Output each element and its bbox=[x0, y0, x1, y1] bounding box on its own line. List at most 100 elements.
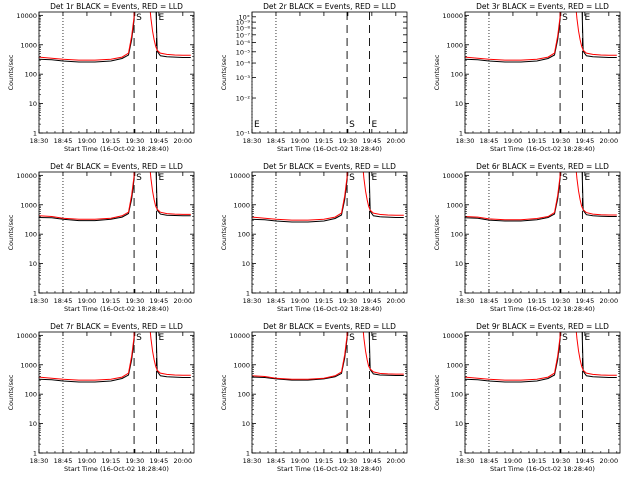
y-tick-label: 1 bbox=[33, 130, 37, 138]
x-tick-label: 20:00 bbox=[599, 457, 618, 465]
series-events bbox=[465, 332, 617, 383]
x-tick-label: 19:15 bbox=[102, 137, 121, 145]
interval-marker-e: E bbox=[371, 333, 377, 343]
interval-marker-s: S bbox=[349, 173, 355, 183]
interval-marker-e: E bbox=[584, 173, 590, 183]
x-tick-label: 19:00 bbox=[504, 297, 523, 305]
x-tick-label: 19:00 bbox=[291, 297, 310, 305]
x-tick-label: 19:15 bbox=[528, 297, 547, 305]
x-tick-label: 19:30 bbox=[339, 457, 358, 465]
x-tick-label: 19:30 bbox=[552, 137, 571, 145]
series-lld bbox=[465, 332, 617, 381]
x-tick-label: 19:45 bbox=[362, 457, 381, 465]
y-axis-label: Counts/sec bbox=[220, 54, 228, 90]
series-lld bbox=[465, 12, 617, 61]
series-events bbox=[465, 12, 617, 63]
series-lld bbox=[252, 172, 404, 221]
x-axis-label: Start Time (16-Oct-02 18:28:40) bbox=[64, 145, 169, 153]
plot-frame bbox=[464, 11, 621, 134]
plot-frame bbox=[38, 331, 195, 454]
plot-frame bbox=[251, 171, 408, 294]
y-tick-label: 10 bbox=[29, 420, 37, 428]
x-tick-label: 18:30 bbox=[243, 137, 262, 145]
x-tick-label: 19:00 bbox=[291, 137, 310, 145]
series-lld bbox=[39, 332, 191, 381]
x-axis-label: Start Time (16-Oct-02 18:28:40) bbox=[64, 305, 169, 313]
y-tick-label: 10 bbox=[29, 260, 37, 268]
y-tick-label: 100 bbox=[451, 231, 463, 239]
y-tick-label: 10 bbox=[455, 420, 463, 428]
plot-frame bbox=[464, 171, 621, 294]
x-axis-label: Start Time (16-Oct-02 18:28:40) bbox=[490, 145, 595, 153]
y-tick-label: 10⁻⁵ bbox=[236, 48, 251, 56]
y-tick-label: 1 bbox=[459, 130, 463, 138]
x-tick-label: 19:15 bbox=[528, 457, 547, 465]
y-axis-label: Counts/sec bbox=[220, 374, 228, 410]
y-tick-label: 10⁻⁸ bbox=[236, 25, 251, 33]
panel-det-2r: Det 2r BLACK = Events, RED = LLD S E E 18:30… bbox=[220, 2, 408, 153]
x-tick-label: 20:00 bbox=[599, 137, 618, 145]
x-tick-label: 18:45 bbox=[267, 137, 286, 145]
x-tick-label: 19:45 bbox=[362, 297, 381, 305]
x-tick-label: 19:15 bbox=[315, 137, 334, 145]
x-tick-label: 19:30 bbox=[552, 457, 571, 465]
y-tick-label: 10 bbox=[29, 100, 37, 108]
x-tick-label: 18:45 bbox=[480, 457, 499, 465]
x-tick-label: 18:45 bbox=[480, 297, 499, 305]
y-axis-label: Counts/sec bbox=[433, 54, 441, 90]
panel-title: Det 3r BLACK = Events, RED = LLD bbox=[476, 2, 609, 11]
y-tick-label: 10° bbox=[238, 13, 250, 21]
x-tick-label: 19:45 bbox=[149, 297, 168, 305]
x-tick-label: 18:45 bbox=[267, 297, 286, 305]
x-tick-label: 19:30 bbox=[126, 457, 145, 465]
y-tick-label: 1 bbox=[459, 290, 463, 298]
y-tick-label: 1000 bbox=[20, 41, 37, 49]
y-tick-label: 10⁻¹ bbox=[236, 130, 251, 138]
y-tick-label: 10⁻⁴ bbox=[236, 60, 251, 68]
x-tick-label: 18:30 bbox=[30, 297, 49, 305]
interval-marker-s: S bbox=[562, 333, 568, 343]
plot-frame bbox=[464, 331, 621, 454]
y-tick-label: 1 bbox=[246, 290, 250, 298]
y-axis-label: Counts/sec bbox=[220, 214, 228, 250]
x-tick-label: 18:30 bbox=[243, 457, 262, 465]
x-tick-label: 18:45 bbox=[54, 137, 73, 145]
x-axis-label: Start Time (16-Oct-02 18:28:40) bbox=[490, 465, 595, 473]
y-tick-label: 10000 bbox=[16, 332, 37, 340]
panel-title: Det 7r BLACK = Events, RED = LLD bbox=[50, 322, 183, 331]
x-axis-label: Start Time (16-Oct-02 18:28:40) bbox=[64, 465, 169, 473]
x-tick-label: 19:00 bbox=[78, 137, 97, 145]
series-events bbox=[39, 12, 191, 63]
interval-marker-s: S bbox=[349, 120, 355, 130]
x-tick-label: 18:30 bbox=[456, 457, 475, 465]
interval-marker-s: S bbox=[562, 13, 568, 23]
interval-marker-e: E bbox=[584, 333, 590, 343]
x-tick-label: 19:30 bbox=[339, 297, 358, 305]
y-tick-label: 1000 bbox=[233, 361, 250, 369]
y-tick-label: 10⁻² bbox=[236, 95, 251, 103]
x-tick-label: 19:00 bbox=[78, 457, 97, 465]
y-axis-label: Counts/sec bbox=[433, 374, 441, 410]
x-tick-label: 18:45 bbox=[267, 457, 286, 465]
panel-title: Det 1r BLACK = Events, RED = LLD bbox=[50, 2, 183, 11]
x-tick-label: 18:30 bbox=[243, 297, 262, 305]
x-axis-label: Start Time (16-Oct-02 18:28:40) bbox=[277, 465, 382, 473]
series-events bbox=[252, 172, 404, 223]
panel-title: Det 5r BLACK = Events, RED = LLD bbox=[263, 162, 396, 171]
x-axis-label: Start Time (16-Oct-02 18:28:40) bbox=[277, 145, 382, 153]
x-tick-label: 20:00 bbox=[173, 137, 192, 145]
interval-marker-s: S bbox=[136, 173, 142, 183]
series-events bbox=[252, 332, 404, 381]
y-tick-label: 1000 bbox=[446, 201, 463, 209]
plot-frame bbox=[251, 11, 408, 134]
x-tick-label: 19:30 bbox=[552, 297, 571, 305]
y-tick-label: 1000 bbox=[20, 201, 37, 209]
y-axis-label: Counts/sec bbox=[433, 214, 441, 250]
x-tick-label: 19:15 bbox=[102, 457, 121, 465]
